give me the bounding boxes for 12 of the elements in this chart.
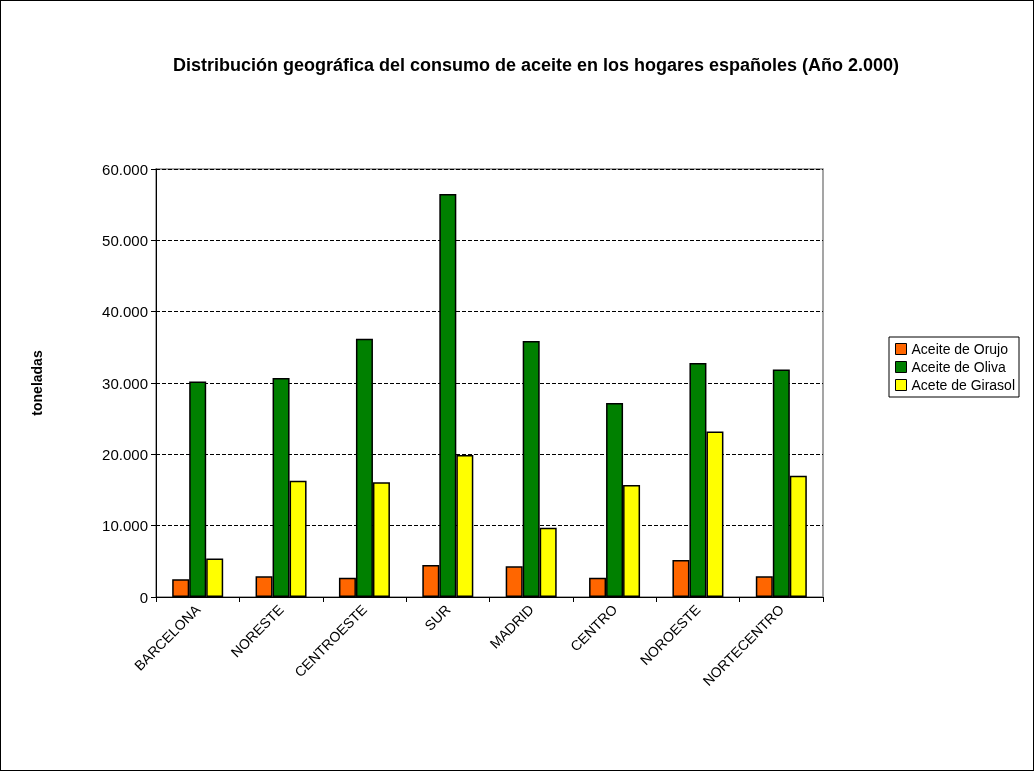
y-tick-label: 10.000 (102, 517, 148, 535)
y-tick-label: 20.000 (102, 445, 148, 463)
chart-title: Distribución geográfica del consumo de aceite en los hogares españoles (Año 2.000) (172, 55, 900, 75)
y-tick-label: 30.000 (102, 374, 148, 392)
legend-label: Aceite de Orujo (911, 341, 1009, 357)
legend-label: Aceite de Oliva (911, 359, 1006, 375)
y-tick-label: 50.000 (102, 231, 148, 249)
legend-label: Acete de Girasol (911, 377, 1015, 393)
y-tick-label: 40.000 (102, 303, 148, 321)
y-axis-title: toneladas (29, 350, 45, 416)
y-tick-label: 0 (139, 588, 148, 606)
y-tick-label: 60.000 (102, 160, 148, 178)
